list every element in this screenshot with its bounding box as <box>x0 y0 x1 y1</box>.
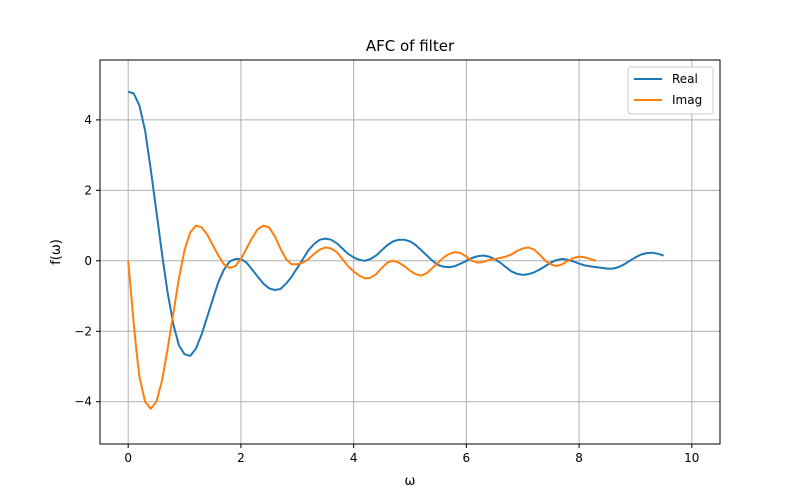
plot-frame <box>99 59 721 445</box>
x-tick-label: 4 <box>350 451 358 465</box>
legend-label-imag: Imag <box>672 93 702 107</box>
legend: Real Imag <box>627 66 714 115</box>
series-line-real <box>127 90 664 357</box>
x-tick-label: 10 <box>684 451 699 465</box>
chart-title: AFC of filter <box>366 37 455 55</box>
y-tick-label: −2 <box>74 324 92 338</box>
x-tick-label: 6 <box>463 451 471 465</box>
y-tick-label: 4 <box>84 113 92 127</box>
legend-label-real: Real <box>672 72 698 86</box>
y-tick-label: −4 <box>74 395 92 409</box>
series-lines <box>127 90 664 410</box>
x-tick-label: 8 <box>575 451 583 465</box>
x-tick-label: 0 <box>124 451 132 465</box>
y-tick-label: 2 <box>84 183 92 197</box>
x-axis-label: ω <box>405 474 416 489</box>
series-line-imag <box>127 224 597 410</box>
y-axis-label: f(ω) <box>49 239 64 265</box>
axis-ticks: 0 2 4 6 8 10 −4 −2 0 2 4 <box>74 113 699 465</box>
x-tick-label: 2 <box>237 451 245 465</box>
y-tick-label: 0 <box>84 254 92 268</box>
